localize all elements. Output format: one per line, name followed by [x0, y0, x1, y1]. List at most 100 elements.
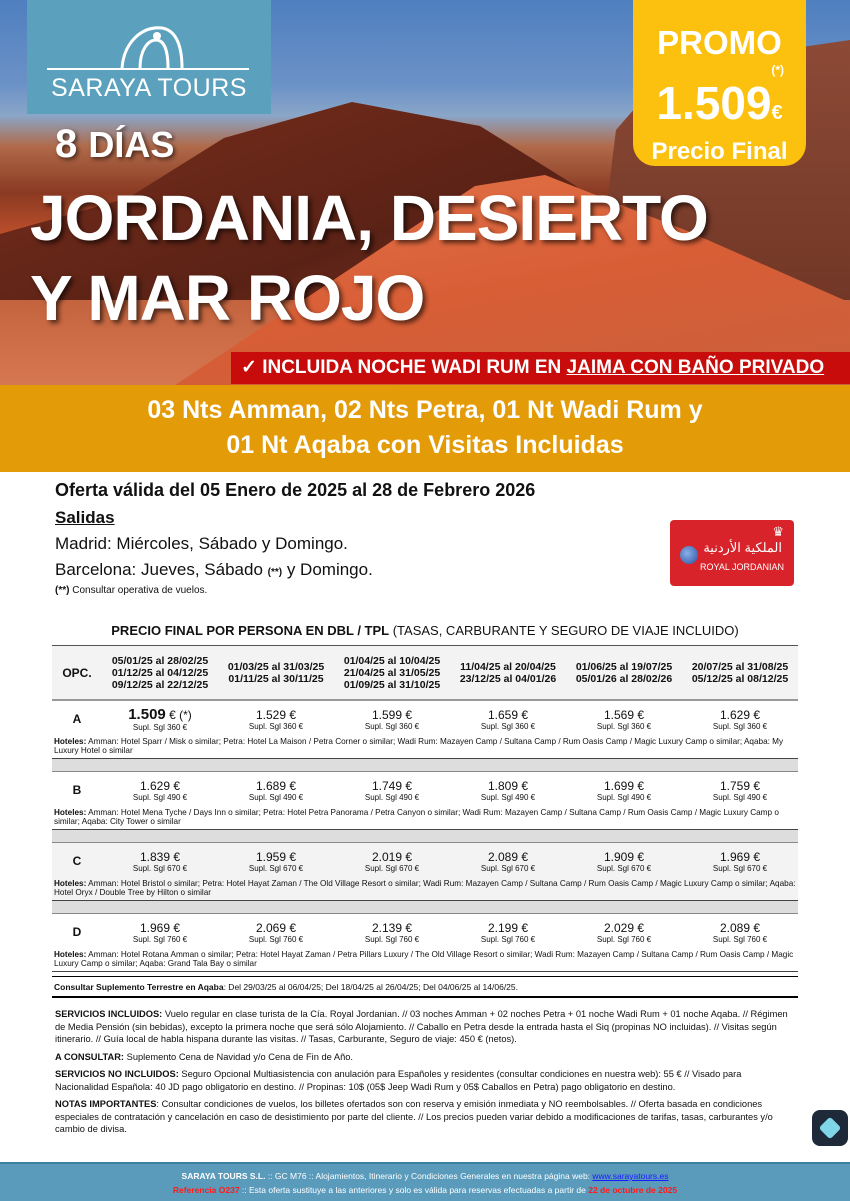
- days-word: DÍAS: [88, 124, 175, 165]
- validity-date: 22 de octubre de 2025: [588, 1185, 678, 1195]
- price-cell: 2.019 € Supl. Sgl 670 €: [334, 850, 450, 873]
- price-table: PRECIO FINAL POR PERSONA EN DBL / TPL (T…: [52, 620, 798, 998]
- price: 1.969 €: [719, 849, 761, 864]
- logo-emblem-icon: [120, 26, 184, 69]
- price-cell: 1.759 € Supl. Sgl 490 €: [682, 779, 798, 802]
- promo-asterisk: (*): [771, 63, 784, 77]
- important-notes: NOTAS IMPORTANTES: Consultar condiciones…: [55, 1099, 773, 1134]
- duration: 8 DÍAS: [55, 122, 174, 167]
- single-supplement: Supl. Sgl 490 €: [480, 792, 536, 802]
- row-separator: [52, 759, 798, 772]
- lower-content: PRECIO FINAL POR PERSONA EN DBL / TPL (T…: [0, 620, 850, 1201]
- offer-validity: Oferta válida del 05 Enero de 2025 al 28…: [55, 480, 536, 500]
- logo-text: SARAYA TOURS: [51, 74, 247, 102]
- single-supplement: Supl. Sgl 760 €: [248, 934, 304, 944]
- header-option: OPC.: [62, 665, 92, 680]
- price: 1.839 €: [139, 849, 181, 864]
- hotels-list: Hoteles: Amman: Hotel Rotana Amman o sim…: [52, 950, 798, 972]
- price: 1.629 €: [139, 778, 181, 793]
- check-icon: ✓: [241, 357, 257, 378]
- banner-text: INCLUIDA NOCHE WADI RUM EN: [262, 357, 567, 378]
- price: 1.689 €: [255, 778, 297, 793]
- price: 2.089 €: [719, 920, 761, 935]
- chat-widget-button[interactable]: [812, 1110, 848, 1146]
- row-separator: [52, 830, 798, 843]
- inclusion-banner: ✓ INCLUIDA NOCHE WADI RUM EN JAIMA CON B…: [231, 352, 850, 384]
- chat-icon: [818, 1116, 842, 1140]
- price: 1.629 €: [719, 707, 761, 722]
- price: 1.759 €: [719, 778, 761, 793]
- hotels-list: Hoteles: Amman: Hotel Mena Tyche / Days …: [52, 808, 798, 830]
- price: 2.029 €: [603, 920, 645, 935]
- price-cell: 1.809 € Supl. Sgl 490 €: [450, 779, 566, 802]
- single-supplement: Supl. Sgl 360 €: [132, 723, 188, 732]
- note-text: Consultar operativa de vuelos.: [69, 585, 208, 596]
- airline-arabic: الملكية الأردنية: [703, 540, 782, 555]
- price: 2.139 €: [371, 920, 413, 935]
- single-supplement: Supl. Sgl 490 €: [132, 792, 188, 802]
- single-supplement: Supl. Sgl 490 €: [364, 792, 420, 802]
- price-cell: 1.749 € Supl. Sgl 490 €: [334, 779, 450, 802]
- departures-title: Salidas: [55, 508, 115, 527]
- option-code: C: [72, 854, 82, 868]
- days-number: 8: [55, 122, 78, 166]
- title-line-2: Y MAR ROJO: [30, 262, 425, 334]
- price-cell: 1.529 € Supl. Sgl 360 €: [218, 708, 334, 731]
- website-link[interactable]: www.sarayatours.es: [592, 1171, 669, 1181]
- price: 1.969 €: [139, 920, 181, 935]
- table-title-rest: (TASAS, CARBURANTE Y SEGURO DE VIAJE INC…: [389, 623, 739, 638]
- footer-company: SARAYA TOURS S.L.: [181, 1171, 266, 1181]
- royal-jordanian-logo: ♛ الملكية الأردنية ROYAL JORDANIAN: [670, 520, 794, 586]
- single-supplement: Supl. Sgl 490 €: [712, 792, 768, 802]
- single-supplement: Supl. Sgl 670 €: [480, 863, 536, 873]
- itinerary-band: 03 Nts Amman, 02 Nts Petra, 01 Nt Wadi R…: [0, 385, 850, 472]
- barcelona-days: Barcelona: Jueves, Sábado: [55, 560, 268, 579]
- price-cell: 1.659 € Supl. Sgl 360 €: [450, 708, 566, 731]
- departures-barcelona: Barcelona: Jueves, Sábado (**) y Domingo…: [55, 560, 373, 580]
- single-supplement: Supl. Sgl 360 €: [364, 721, 420, 731]
- note-mark: (**): [55, 585, 70, 596]
- price-cell: 1.689 € Supl. Sgl 490 €: [218, 779, 334, 802]
- price: 2.089 €: [487, 849, 529, 864]
- departures-madrid: Madrid: Miércoles, Sábado y Domingo.: [55, 534, 348, 553]
- single-supplement: Supl. Sgl 760 €: [712, 934, 768, 944]
- option-code: D: [72, 925, 82, 939]
- single-supplement: Supl. Sgl 360 €: [712, 721, 768, 731]
- price-cell: 2.089 € Supl. Sgl 760 €: [682, 921, 798, 944]
- conditions: SERVICIOS INCLUIDOS: Vuelo regular en cl…: [55, 1008, 797, 1141]
- hotels-list: Hoteles: Amman: Hotel Sparr / Misk o sim…: [52, 737, 798, 759]
- header-period: 01/03/25 al 31/03/25 01/11/25 al 30/11/25: [227, 660, 325, 685]
- price-suffix: € (*): [165, 708, 192, 722]
- itinerary-line-1: 03 Nts Amman, 02 Nts Petra, 01 Nt Wadi R…: [147, 396, 703, 424]
- table-row: B 1.629 € Supl. Sgl 490 €1.689 € Supl. Sgl …: [52, 772, 798, 808]
- header-period: 20/07/25 al 31/08/25 05/12/25 al 08/12/25: [691, 660, 789, 685]
- header-period: 01/06/25 al 19/07/25 05/01/26 al 28/02/26: [575, 660, 673, 685]
- table-title: PRECIO FINAL POR PERSONA EN DBL / TPL (T…: [52, 620, 798, 646]
- price-cell: 2.029 € Supl. Sgl 760 €: [566, 921, 682, 944]
- header-period: 01/04/25 al 10/04/25 21/04/25 al 31/05/25…: [343, 654, 441, 691]
- services-not-included: SERVICIOS NO INCLUIDOS: Seguro Opcional …: [55, 1069, 742, 1092]
- header-period: 11/04/25 al 20/04/25 23/12/25 al 04/01/26: [459, 660, 557, 685]
- price: 1.909 €: [603, 849, 645, 864]
- flight-note: (**) Consultar operativa de vuelos.: [55, 585, 207, 596]
- price-cell: 1.509 € (*) Supl. Sgl 360 €: [102, 706, 218, 732]
- price: 1.569 €: [603, 707, 645, 722]
- price: 2.069 €: [255, 920, 297, 935]
- saraya-logo[interactable]: SARAYA TOURS: [27, 0, 271, 114]
- price: 1.809 €: [487, 778, 529, 793]
- single-supplement: Supl. Sgl 760 €: [132, 934, 188, 944]
- banner-highlight: JAIMA CON BAÑO PRIVADO: [566, 357, 825, 378]
- option-code: A: [72, 712, 82, 726]
- supplement-text: : Del 29/03/25 al 06/04/25; Del 18/04/25…: [223, 982, 518, 992]
- reference-code: Referencia O237: [172, 1185, 240, 1195]
- to-consult: A CONSULTAR: Suplemento Cena de Navidad …: [55, 1051, 353, 1062]
- single-supplement: Supl. Sgl 490 €: [248, 792, 304, 802]
- row-separator: [52, 901, 798, 914]
- single-supplement: Supl. Sgl 360 €: [480, 721, 536, 731]
- table-title-bold: PRECIO FINAL POR PERSONA EN DBL / TPL: [111, 623, 390, 638]
- price-cell: 2.139 € Supl. Sgl 760 €: [334, 921, 450, 944]
- price: 2.199 €: [487, 920, 529, 935]
- price-cell: 1.629 € Supl. Sgl 490 €: [102, 779, 218, 802]
- price-cell: 1.629 € Supl. Sgl 360 €: [682, 708, 798, 731]
- single-supplement: Supl. Sgl 670 €: [248, 863, 304, 873]
